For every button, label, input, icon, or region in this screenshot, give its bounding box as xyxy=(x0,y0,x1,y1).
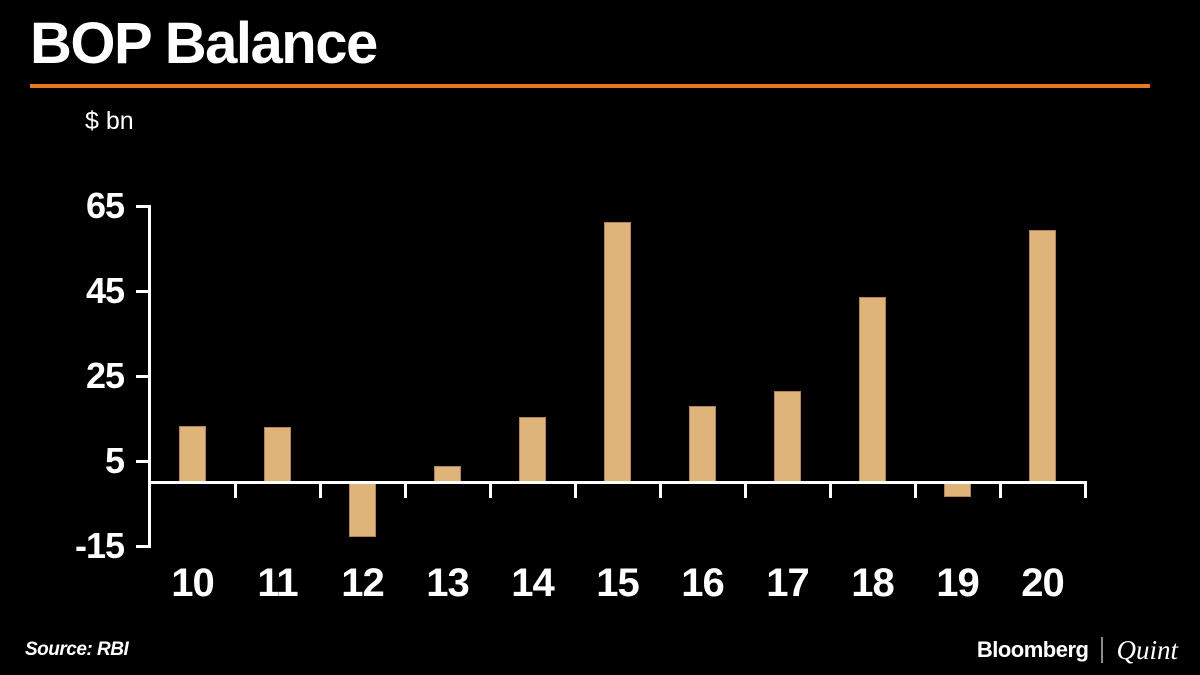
y-axis-unit-label: $ bn xyxy=(85,107,134,135)
x-axis-label: 19 xyxy=(936,561,980,605)
branding: Bloomberg Quint xyxy=(977,633,1178,667)
x-axis-label: 18 xyxy=(851,561,895,605)
y-axis-tick xyxy=(136,204,149,208)
bar-15 xyxy=(604,221,631,484)
x-axis-tick xyxy=(998,481,1002,498)
bar-12 xyxy=(349,482,376,537)
x-axis-label: 17 xyxy=(766,561,810,605)
y-axis-tick-label: 65 xyxy=(85,185,125,227)
bar-18 xyxy=(859,297,886,484)
x-axis-label: 14 xyxy=(511,561,555,605)
y-axis-tick xyxy=(136,374,149,378)
y-axis-tick xyxy=(136,459,149,463)
x-axis-label: 12 xyxy=(341,561,385,605)
y-axis-tick-label: 45 xyxy=(85,270,125,312)
bar-16 xyxy=(689,406,716,484)
bar-19 xyxy=(944,482,971,497)
x-axis-label: 16 xyxy=(681,561,725,605)
y-axis-tick xyxy=(136,544,149,548)
title-accent-rule xyxy=(30,84,1150,88)
chart-title: BOP Balance xyxy=(30,11,378,76)
x-axis-tick xyxy=(913,481,917,498)
quint-logo: Quint xyxy=(1116,634,1178,665)
x-axis-label: 13 xyxy=(426,561,470,605)
y-axis xyxy=(148,204,151,548)
x-axis-tick xyxy=(233,481,237,498)
bloomberg-logo: Bloomberg xyxy=(976,637,1089,662)
bar-11 xyxy=(264,426,291,484)
x-axis-tick xyxy=(403,481,407,498)
x-axis-label: 15 xyxy=(596,561,640,605)
bar-14 xyxy=(519,416,546,484)
x-axis-label: 20 xyxy=(1021,561,1065,605)
bar-10 xyxy=(179,425,206,484)
bar-17 xyxy=(774,390,801,484)
x-axis xyxy=(148,481,1085,484)
source-note: Source: RBI xyxy=(25,639,129,660)
x-axis-tick xyxy=(743,481,747,498)
x-axis-tick xyxy=(488,481,492,498)
x-axis-tick xyxy=(1083,481,1087,498)
brand-separator xyxy=(1101,637,1104,663)
y-axis-tick-label: 5 xyxy=(104,440,125,482)
x-axis-label: 11 xyxy=(257,561,298,605)
x-axis-tick xyxy=(573,481,577,498)
bar-13 xyxy=(434,466,461,484)
x-axis-tick xyxy=(828,481,832,498)
y-axis-tick xyxy=(136,289,149,293)
x-axis-tick xyxy=(318,481,322,498)
x-axis-tick xyxy=(658,481,662,498)
y-axis-tick-label: 25 xyxy=(85,355,125,397)
bar-20 xyxy=(1029,229,1056,484)
x-axis-label: 10 xyxy=(171,561,215,605)
y-axis-tick-label: -15 xyxy=(74,525,125,567)
